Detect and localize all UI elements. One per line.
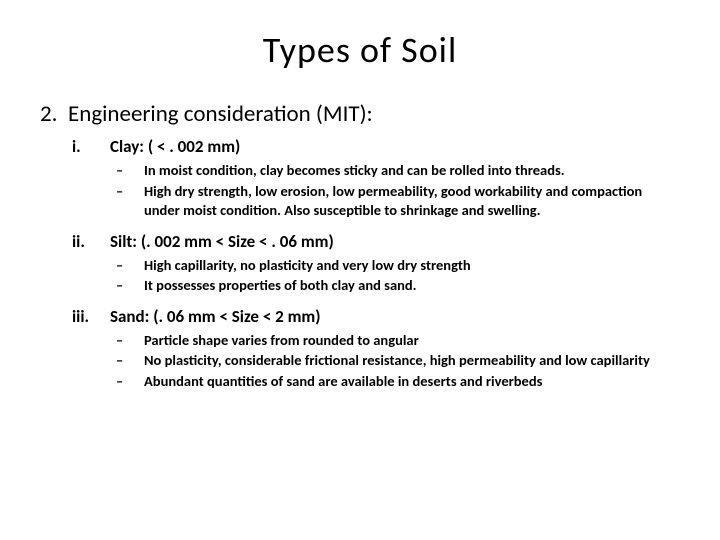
- dash-icon: –: [116, 161, 144, 181]
- section-heading: Sand: (. 06 mm < Size < 2 mm): [110, 306, 321, 327]
- roman-list: i. Clay: ( < . 002 mm) – In moist condit…: [40, 136, 680, 392]
- bullet-text: In moist condition, clay becomes sticky …: [144, 161, 680, 181]
- bullet-item: – It possesses properties of both clay a…: [116, 276, 680, 296]
- bullet-text: High dry strength, low erosion, low perm…: [144, 182, 680, 221]
- bullet-text: It possesses properties of both clay and…: [144, 276, 680, 296]
- dash-list: – In moist condition, clay becomes stick…: [72, 161, 680, 221]
- bullet-text: Particle shape varies from rounded to an…: [144, 331, 680, 351]
- dash-icon: –: [116, 372, 144, 392]
- dash-list: – High capillarity, no plasticity and ve…: [72, 256, 680, 296]
- main-text: Engineering consideration (MIT):: [68, 100, 373, 128]
- section-heading: Clay: ( < . 002 mm): [110, 136, 240, 157]
- roman-marker: ii.: [72, 231, 110, 252]
- bullet-item: – No plasticity, considerable frictional…: [116, 351, 680, 371]
- main-marker: 2.: [40, 100, 68, 128]
- bullet-item: – Particle shape varies from rounded to …: [116, 331, 680, 351]
- bullet-item: – High dry strength, low erosion, low pe…: [116, 182, 680, 221]
- section-silt: ii. Silt: (. 002 mm < Size < . 06 mm) – …: [72, 231, 680, 296]
- dash-icon: –: [116, 276, 144, 296]
- dash-icon: –: [116, 331, 144, 351]
- section-heading: Silt: (. 002 mm < Size < . 06 mm): [110, 231, 334, 252]
- roman-marker: i.: [72, 136, 110, 157]
- dash-icon: –: [116, 256, 144, 276]
- slide: Types of Soil 2. Engineering considerati…: [0, 0, 720, 540]
- section-clay: i. Clay: ( < . 002 mm) – In moist condit…: [72, 136, 680, 221]
- bullet-text: High capillarity, no plasticity and very…: [144, 256, 680, 276]
- dash-icon: –: [116, 182, 144, 221]
- main-item: 2. Engineering consideration (MIT): i. C…: [40, 100, 680, 392]
- bullet-item: – In moist condition, clay becomes stick…: [116, 161, 680, 181]
- slide-title: Types of Soil: [40, 28, 680, 72]
- bullet-item: – High capillarity, no plasticity and ve…: [116, 256, 680, 276]
- dash-icon: –: [116, 351, 144, 371]
- dash-list: – Particle shape varies from rounded to …: [72, 331, 680, 392]
- main-list: 2. Engineering consideration (MIT): i. C…: [40, 100, 680, 392]
- bullet-text: Abundant quantities of sand are availabl…: [144, 372, 680, 392]
- roman-marker: iii.: [72, 306, 110, 327]
- bullet-text: No plasticity, considerable frictional r…: [144, 351, 680, 371]
- bullet-item: – Abundant quantities of sand are availa…: [116, 372, 680, 392]
- section-sand: iii. Sand: (. 06 mm < Size < 2 mm) – Par…: [72, 306, 680, 392]
